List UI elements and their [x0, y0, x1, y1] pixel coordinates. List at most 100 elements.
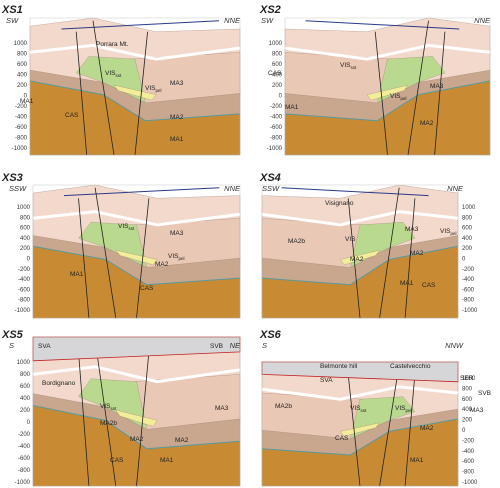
unit-label: MA3: [405, 226, 419, 233]
elevation-tick-label: -200: [270, 104, 283, 110]
structure-line: [347, 198, 361, 319]
elevation-tick-label: 200: [20, 246, 31, 252]
elevation-tick-label: 600: [272, 62, 283, 68]
direction-right: NNE: [224, 184, 241, 193]
unit-label: MA2b: [100, 420, 117, 427]
elevation-tick-label: 400: [462, 236, 473, 242]
unit-label: VISpel: [440, 228, 457, 236]
panel-title: XS3: [1, 172, 23, 184]
unit-label: CAS: [65, 112, 79, 119]
unit-label: Visignano: [325, 200, 354, 207]
elevation-tick-label: -600: [18, 287, 31, 293]
elevation-tick-label: -400: [18, 444, 31, 450]
elevation-tick-label: 400: [462, 407, 473, 413]
elevation-tick-label: -1000: [15, 308, 31, 314]
unit-label: SVB: [478, 390, 491, 397]
elevation-tick-label: 400: [20, 236, 31, 242]
unit-label: CAS: [110, 457, 124, 464]
unit-name: MA1: [400, 280, 414, 287]
elevation-tick-label: -800: [15, 136, 28, 142]
elevation-tick-label: -200: [18, 267, 31, 273]
unit-name: VIS: [345, 236, 356, 243]
unit-name: MA2: [130, 436, 144, 443]
elevation-tick-label: -400: [15, 115, 28, 121]
unit-subscript: sst: [350, 65, 357, 70]
elevation-tick-label: -600: [15, 125, 28, 131]
structure-line: [407, 20, 429, 156]
unit-name: MA3: [470, 407, 484, 414]
unit-label: CAS: [422, 282, 436, 289]
elevation-tick-label: 600: [20, 226, 31, 232]
unit-subscript: pel: [450, 231, 456, 236]
geologic-unit: [115, 409, 158, 427]
elevation-tick-label: -800: [462, 298, 475, 304]
unit-name: CAS: [268, 70, 282, 77]
unit-name: MA3: [215, 405, 229, 412]
unit-name: CAS: [422, 282, 436, 289]
structure-line: [261, 245, 459, 286]
elevation-tick-label: 0: [24, 94, 28, 100]
unit-label: MA2b: [275, 403, 292, 410]
unit-name: CAS: [140, 285, 154, 292]
unit-label: MA3: [470, 407, 484, 414]
elevation-tick-label: 1000: [269, 41, 283, 47]
unit-name: Castelvecchio: [390, 363, 431, 370]
unit-name: VIS: [105, 70, 116, 77]
structure-line: [78, 198, 90, 319]
unit-subscript: pel: [155, 88, 161, 93]
elevation-tick-label: 400: [272, 73, 283, 79]
elevation-tick-label: 0: [462, 428, 466, 434]
geologic-unit: [113, 84, 157, 101]
elevation-tick-label: -200: [15, 104, 28, 110]
unit-label: VISpel: [168, 253, 185, 261]
elevation-tick-label: 200: [462, 246, 473, 252]
unit-label: VISsst: [118, 223, 135, 231]
unit-name: MA2b: [288, 238, 305, 245]
unit-label: Porrara Mt.: [96, 41, 129, 48]
unit-label: MA2: [420, 425, 434, 432]
elevation-tick-label: 600: [17, 62, 28, 68]
geologic-unit: [366, 84, 409, 101]
elevation-tick-label: 1000: [462, 205, 476, 211]
panel-title: XS2: [259, 4, 281, 16]
elevation-tick-label: 800: [20, 215, 31, 221]
elevation-tick-label: -800: [270, 136, 283, 142]
unit-name: MA3: [430, 83, 444, 90]
unit-name: VIS: [100, 403, 111, 410]
structure-line: [63, 187, 220, 197]
structure-line: [281, 187, 429, 197]
unit-name: MA2: [420, 120, 434, 127]
geologic-unit: [340, 422, 380, 437]
unit-label: CAS: [268, 70, 282, 77]
unit-label: MA2: [155, 261, 169, 268]
elevation-tick-label: -800: [462, 470, 475, 476]
elevation-tick-label: -800: [18, 298, 31, 304]
structure-line: [136, 351, 150, 487]
elevation-tick-label: -1000: [12, 146, 28, 152]
geologic-unit: [340, 249, 380, 265]
elevation-tick-label: -1000: [267, 146, 283, 152]
elevation-tick-label: -400: [462, 277, 475, 283]
direction-left: S: [262, 341, 267, 350]
direction-right: NE: [230, 341, 241, 350]
elevation-tick-label: 1000: [17, 205, 31, 211]
unit-label: SER: [460, 375, 474, 382]
structure-line: [379, 187, 400, 319]
unit-label: Bordignano: [42, 380, 76, 387]
elevation-tick-label: 1000: [17, 360, 31, 366]
unit-name: MA2b: [275, 403, 292, 410]
unit-label: MA3: [215, 405, 229, 412]
panel-title: XS5: [1, 329, 24, 341]
unit-label: MA1: [20, 98, 34, 105]
unit-subscript: pel: [405, 408, 411, 413]
unit-name: MA3: [405, 226, 419, 233]
unit-name: MA2: [350, 256, 364, 263]
unit-subscript: pel: [400, 96, 406, 101]
elevation-tick-label: 800: [272, 52, 283, 58]
direction-left: SW: [6, 16, 19, 25]
section-frame: [261, 361, 459, 487]
unit-name: MA2: [155, 261, 169, 268]
structure-line: [404, 374, 416, 487]
